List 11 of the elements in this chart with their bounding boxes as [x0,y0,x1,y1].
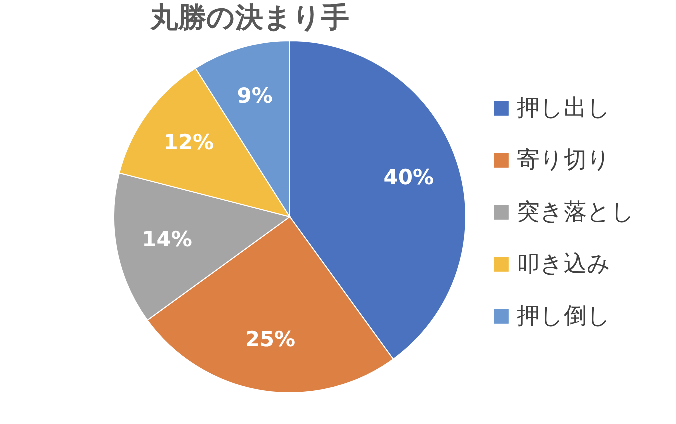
chart-title: 丸勝の決まり手 [150,1,350,34]
legend-label: 突き落とし [517,200,635,226]
legend-label: 寄り切り [517,148,611,174]
data-label: 25% [245,327,296,352]
data-label: 40% [384,165,434,190]
data-label: 12% [164,130,214,155]
data-label: 14% [142,227,192,252]
legend-label: 叩き込み [517,252,611,278]
legend-label: 押し出し [517,96,611,122]
data-label: 9% [237,84,273,108]
legend-label: 押し倒し [517,304,611,330]
